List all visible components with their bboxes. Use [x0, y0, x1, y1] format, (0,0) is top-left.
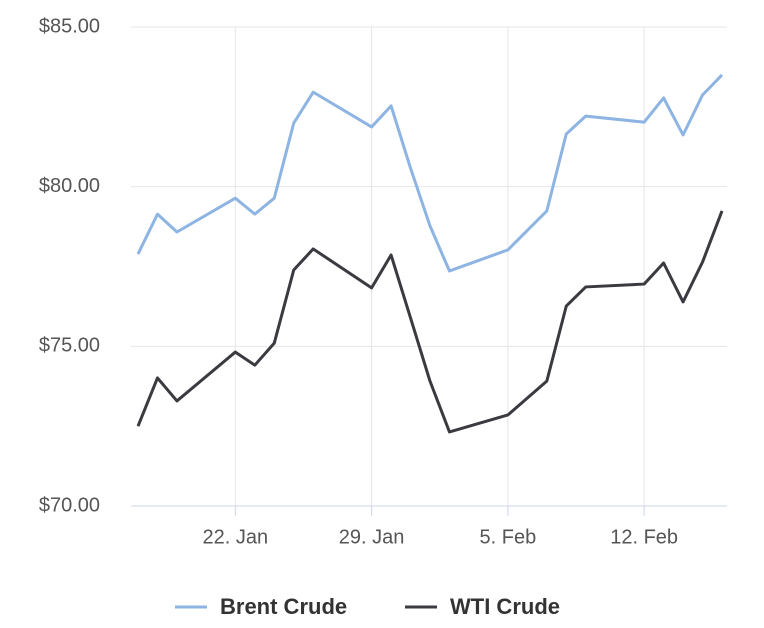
y-tick-label: $80.00: [39, 175, 100, 197]
x-tick-label: 5. Feb: [480, 526, 537, 548]
x-tick-label: 12. Feb: [610, 526, 678, 548]
y-tick-label: $75.00: [39, 335, 100, 357]
series-line: [136, 73, 724, 273]
x-tick-label: 29. Jan: [339, 526, 405, 548]
y-tick-label: $85.00: [39, 15, 100, 37]
y-tick-label: $70.00: [39, 494, 100, 516]
legend-label[interactable]: Brent Crude: [220, 594, 347, 619]
legend-label[interactable]: WTI Crude: [450, 594, 560, 619]
legend: Brent Crude WTI Crude: [175, 594, 560, 619]
x-tick-label: 22. Jan: [203, 526, 269, 548]
series-line: [136, 210, 724, 434]
